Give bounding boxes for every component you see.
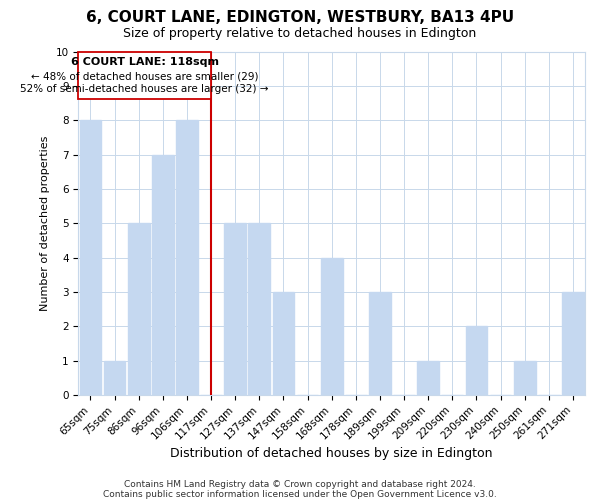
Text: 6, COURT LANE, EDINGTON, WESTBURY, BA13 4PU: 6, COURT LANE, EDINGTON, WESTBURY, BA13 … xyxy=(86,10,514,25)
Text: 6 COURT LANE: 118sqm: 6 COURT LANE: 118sqm xyxy=(71,57,219,67)
Y-axis label: Number of detached properties: Number of detached properties xyxy=(40,136,50,311)
Bar xyxy=(562,292,584,395)
Bar xyxy=(466,326,487,395)
Text: Contains HM Land Registry data © Crown copyright and database right 2024.: Contains HM Land Registry data © Crown c… xyxy=(124,480,476,489)
Bar xyxy=(224,223,246,395)
Bar xyxy=(176,120,198,395)
X-axis label: Distribution of detached houses by size in Edington: Distribution of detached houses by size … xyxy=(170,447,493,460)
Text: ← 48% of detached houses are smaller (29): ← 48% of detached houses are smaller (29… xyxy=(31,72,259,82)
Bar xyxy=(80,120,101,395)
Bar xyxy=(418,360,439,395)
Bar xyxy=(514,360,536,395)
Bar xyxy=(248,223,270,395)
Bar xyxy=(272,292,294,395)
Text: 52% of semi-detached houses are larger (32) →: 52% of semi-detached houses are larger (… xyxy=(20,84,269,94)
Text: Contains public sector information licensed under the Open Government Licence v3: Contains public sector information licen… xyxy=(103,490,497,499)
Bar xyxy=(321,258,343,395)
Bar xyxy=(104,360,125,395)
FancyBboxPatch shape xyxy=(79,52,211,99)
Bar xyxy=(369,292,391,395)
Bar xyxy=(152,154,173,395)
Bar xyxy=(128,223,149,395)
Text: Size of property relative to detached houses in Edington: Size of property relative to detached ho… xyxy=(124,28,476,40)
